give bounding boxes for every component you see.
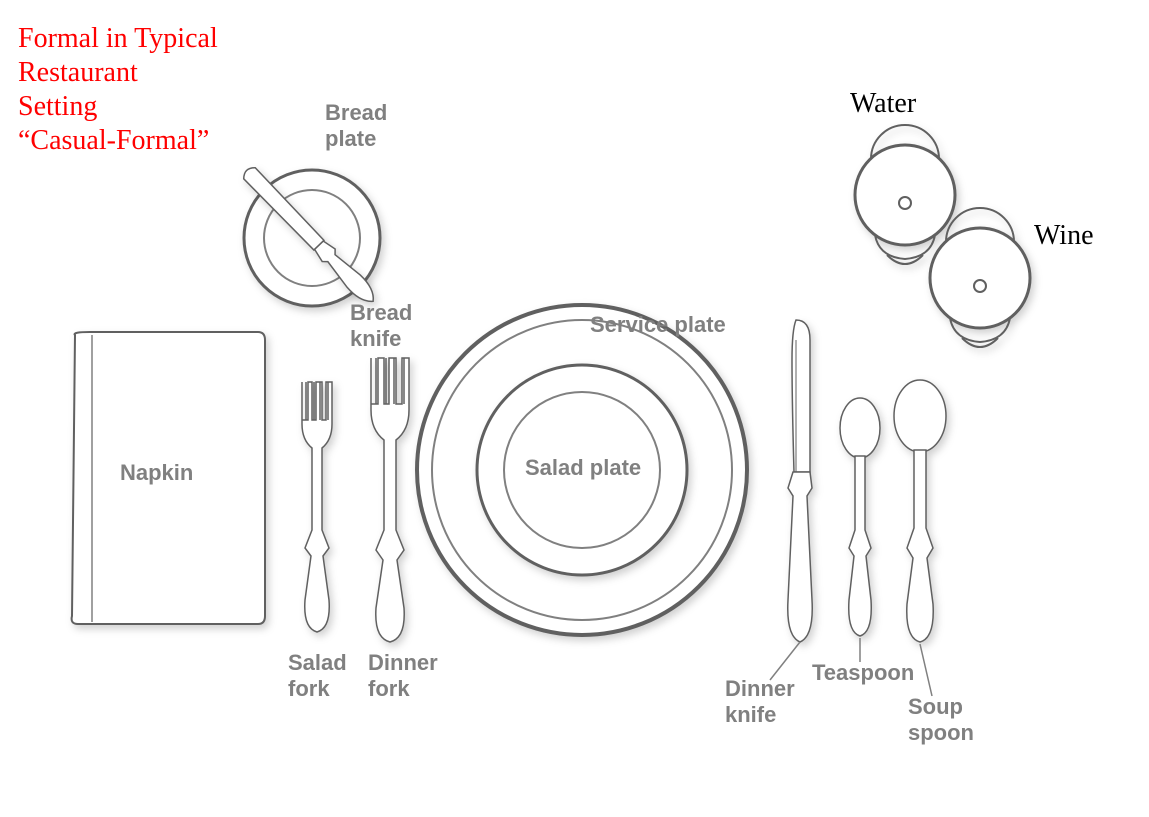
label-soup-spoon: Soup spoon xyxy=(908,694,974,746)
label-bread-knife: Bread knife xyxy=(350,300,412,352)
label-service-plate: Service plate xyxy=(590,312,726,338)
teaspoon-shape xyxy=(840,398,880,636)
label-bread-plate: Bread plate xyxy=(325,100,387,152)
diagram-title: Formal in Typical Restaurant Setting “Ca… xyxy=(18,22,218,158)
title-line-2: Restaurant xyxy=(18,56,218,90)
water-glass-shape xyxy=(855,125,955,264)
label-dinner-fork: Dinner fork xyxy=(368,650,438,702)
label-salad-fork: Salad fork xyxy=(288,650,347,702)
dinner-fork-shape xyxy=(371,358,409,642)
label-teaspoon: Teaspoon xyxy=(812,660,914,686)
dinner-knife-shape xyxy=(788,320,813,642)
title-line-3: Setting xyxy=(18,90,218,124)
salad-fork-shape xyxy=(302,382,332,632)
label-napkin: Napkin xyxy=(120,460,193,486)
soup-spoon-shape xyxy=(894,380,946,642)
title-line-1: Formal in Typical xyxy=(18,22,218,56)
title-line-4: “Casual-Formal” xyxy=(18,124,218,158)
label-salad-plate: Salad plate xyxy=(525,455,641,481)
wine-glass-shape xyxy=(930,208,1030,347)
label-wine: Wine xyxy=(1034,220,1094,252)
label-water: Water xyxy=(850,88,916,120)
label-dinner-knife: Dinner knife xyxy=(725,676,795,728)
